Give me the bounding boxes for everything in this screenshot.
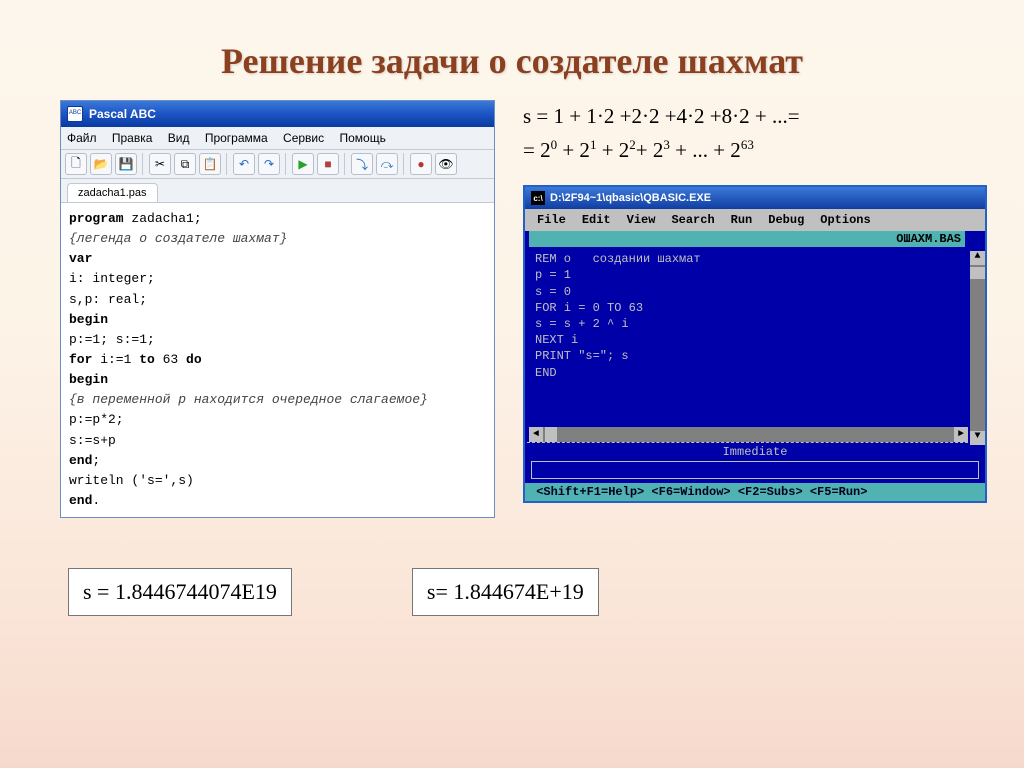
formula-line2: = 20 + 21 + 22+ 23 + ... + 263 — [523, 134, 987, 168]
copy-icon[interactable]: ⧉ — [174, 153, 196, 175]
scroll-thumb[interactable] — [545, 427, 557, 442]
qb-menu-run[interactable]: Run — [723, 211, 761, 229]
formula-line1: s = 1 + 1·2 +2·2 +4·2 +8·2 + ...= — [523, 100, 987, 134]
qb-menu-options[interactable]: Options — [812, 211, 878, 229]
qbasic-window: c:\ D:\2F94~1\qbasic\QBASIC.EXE File Edi… — [523, 185, 987, 503]
scroll-thumb[interactable] — [970, 267, 985, 279]
separator-icon — [403, 153, 405, 175]
qb-menu-debug[interactable]: Debug — [760, 211, 812, 229]
qbasic-titlebar: c:\ D:\2F94~1\qbasic\QBASIC.EXE — [525, 187, 985, 209]
qbasic-menubar: File Edit View Search Run Debug Options — [525, 209, 985, 231]
step-into-icon[interactable]: ⤵ — [351, 153, 373, 175]
scrollbar-vertical[interactable]: ▲ ▼ — [970, 251, 985, 445]
pascal-tabbar: zadacha1.pas — [61, 179, 494, 203]
separator-icon — [142, 153, 144, 175]
menu-edit[interactable]: Правка — [112, 131, 153, 145]
scroll-up-icon[interactable]: ▲ — [970, 251, 985, 265]
qbasic-immediate-label: Immediate — [527, 442, 983, 461]
open-icon[interactable]: 📂 — [90, 153, 112, 175]
qb-menu-edit[interactable]: Edit — [574, 211, 619, 229]
pascal-code: program zadacha1; {легенда о создателе ш… — [61, 203, 494, 517]
run-icon[interactable]: ▶ — [292, 153, 314, 175]
slide-title: Решение задачи о создателе шахмат — [60, 40, 964, 82]
paste-icon[interactable]: 📋 — [199, 153, 221, 175]
menu-service[interactable]: Сервис — [283, 131, 324, 145]
qb-menu-search[interactable]: Search — [663, 211, 722, 229]
tab-file[interactable]: zadacha1.pas — [67, 183, 158, 202]
qbasic-statusbar: <Shift+F1=Help> <F6=Window> <F2=Subs> <F… — [525, 483, 985, 501]
qbasic-immediate[interactable] — [531, 461, 979, 479]
breakpoint-icon[interactable]: ● — [410, 153, 432, 175]
menu-view[interactable]: Вид — [168, 131, 190, 145]
scroll-down-icon[interactable]: ▼ — [970, 431, 985, 445]
qb-menu-file[interactable]: File — [529, 211, 574, 229]
qb-menu-view[interactable]: View — [619, 211, 664, 229]
result-pascal: s = 1.8446744074E19 — [68, 568, 292, 616]
pascal-app-icon — [67, 106, 83, 122]
redo-icon[interactable]: ↷ — [258, 153, 280, 175]
qbasic-code: REM о создании шахмат p = 1 s = 0 FOR i … — [527, 247, 983, 427]
separator-icon — [344, 153, 346, 175]
scroll-right-icon[interactable]: ► — [954, 427, 968, 442]
result-qbasic: s= 1.844674E+19 — [412, 568, 599, 616]
save-icon[interactable]: 💾 — [115, 153, 137, 175]
pascal-toolbar: 🗋 📂 💾 ✂ ⧉ 📋 ↶ ↷ ▶ ■ ⤵ ⤼ — [61, 150, 494, 179]
separator-icon — [226, 153, 228, 175]
pascal-title: Pascal ABC — [89, 107, 156, 121]
new-icon[interactable]: 🗋 — [65, 153, 87, 175]
scroll-left-icon[interactable]: ◄ — [529, 427, 543, 442]
scrollbar-horizontal[interactable]: ◄ ► — [529, 427, 968, 442]
qbasic-title: D:\2F94~1\qbasic\QBASIC.EXE — [550, 192, 711, 204]
separator-icon — [285, 153, 287, 175]
pascal-window: Pascal ABC Файл Правка Вид Программа Сер… — [60, 100, 495, 518]
menu-file[interactable]: Файл — [67, 131, 97, 145]
cmd-icon: c:\ — [531, 191, 545, 205]
menu-help[interactable]: Помощь — [339, 131, 385, 145]
formula: s = 1 + 1·2 +2·2 +4·2 +8·2 + ...= = 20 +… — [523, 100, 987, 167]
pascal-menubar: Файл Правка Вид Программа Сервис Помощь — [61, 127, 494, 150]
watch-icon[interactable]: 👁 — [435, 153, 457, 175]
step-over-icon[interactable]: ⤼ — [376, 153, 398, 175]
cut-icon[interactable]: ✂ — [149, 153, 171, 175]
qbasic-filename: OШAXM.BAS — [529, 231, 965, 247]
stop-icon[interactable]: ■ — [317, 153, 339, 175]
menu-program[interactable]: Программа — [205, 131, 268, 145]
undo-icon[interactable]: ↶ — [233, 153, 255, 175]
pascal-titlebar: Pascal ABC — [61, 101, 494, 127]
